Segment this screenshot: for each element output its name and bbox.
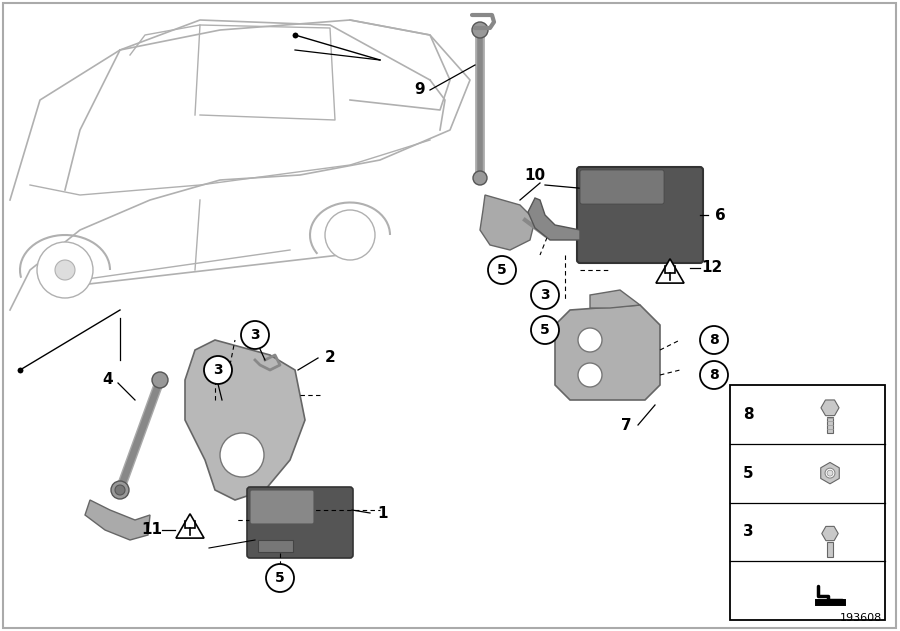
Text: 7: 7 [621, 418, 631, 432]
Text: 6: 6 [715, 208, 725, 223]
Bar [730, 385, 885, 620]
Circle shape [700, 361, 728, 389]
Circle shape [266, 564, 294, 592]
Bar [827, 542, 832, 557]
Circle shape [115, 485, 125, 495]
Polygon shape [480, 195, 535, 250]
Circle shape [55, 260, 75, 280]
Polygon shape [176, 514, 204, 538]
Text: 3: 3 [250, 328, 260, 342]
Circle shape [472, 22, 488, 38]
Text: 11: 11 [141, 522, 163, 538]
Circle shape [204, 356, 232, 384]
Bar [827, 417, 833, 433]
Text: 5: 5 [497, 263, 507, 277]
Circle shape [488, 256, 516, 284]
FancyBboxPatch shape [577, 167, 703, 263]
Circle shape [825, 468, 835, 478]
Text: 1: 1 [378, 505, 388, 521]
Polygon shape [555, 305, 660, 400]
Circle shape [827, 470, 833, 476]
Polygon shape [185, 340, 305, 500]
Polygon shape [656, 259, 684, 283]
Text: 8: 8 [709, 333, 719, 347]
Text: 5: 5 [540, 323, 550, 337]
Text: 12: 12 [701, 261, 723, 276]
Text: 2: 2 [325, 350, 336, 365]
Text: 3: 3 [540, 288, 550, 302]
FancyBboxPatch shape [580, 170, 664, 204]
Circle shape [578, 363, 602, 387]
Circle shape [152, 372, 168, 388]
Circle shape [220, 433, 264, 477]
Text: 10: 10 [525, 167, 545, 182]
Polygon shape [85, 500, 150, 540]
Text: 3: 3 [213, 363, 223, 377]
Circle shape [111, 481, 129, 499]
Bar [258, 540, 293, 552]
Circle shape [241, 321, 269, 349]
Text: 193608: 193608 [840, 613, 882, 623]
Circle shape [700, 326, 728, 354]
Circle shape [37, 242, 93, 298]
Circle shape [325, 210, 375, 260]
Circle shape [531, 316, 559, 344]
Text: 4: 4 [103, 372, 113, 387]
Text: 3: 3 [742, 524, 753, 540]
FancyBboxPatch shape [250, 490, 314, 524]
Polygon shape [528, 198, 580, 240]
Text: 8: 8 [742, 407, 753, 422]
Circle shape [578, 328, 602, 352]
Text: 8: 8 [709, 368, 719, 382]
Text: 5: 5 [275, 571, 285, 585]
Polygon shape [590, 290, 640, 308]
Text: 5: 5 [742, 466, 753, 481]
Text: 9: 9 [415, 83, 426, 98]
Circle shape [473, 171, 487, 185]
FancyBboxPatch shape [247, 487, 353, 558]
Circle shape [531, 281, 559, 309]
